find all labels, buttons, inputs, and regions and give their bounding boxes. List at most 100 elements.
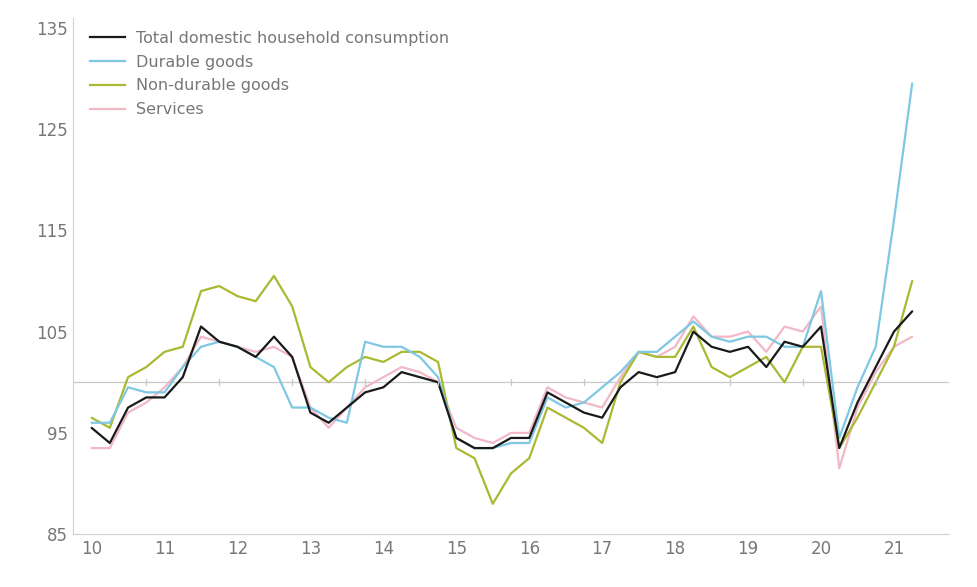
Total domestic household consumption [232, 343, 243, 350]
Services [760, 348, 772, 355]
Services [887, 343, 899, 350]
Non-durable goods [341, 363, 353, 370]
Durable goods [177, 363, 189, 370]
Non-durable goods [432, 359, 444, 366]
Non-durable goods [869, 379, 880, 386]
Services [668, 343, 680, 350]
Services [286, 353, 298, 360]
Durable goods [541, 394, 553, 401]
Non-durable goods [304, 363, 316, 370]
Total domestic household consumption [742, 343, 753, 350]
Line: Non-durable goods: Non-durable goods [92, 276, 912, 504]
Durable goods [304, 404, 316, 411]
Non-durable goods [268, 272, 279, 279]
Services [322, 424, 334, 431]
Services [778, 323, 789, 330]
Services [541, 384, 553, 391]
Services [632, 348, 644, 355]
Total domestic household consumption [596, 414, 608, 421]
Services [559, 394, 571, 401]
Total domestic household consumption [814, 323, 826, 330]
Total domestic household consumption [104, 440, 115, 447]
Services [396, 363, 407, 370]
Services [832, 465, 844, 472]
Total domestic household consumption [450, 434, 462, 441]
Total domestic household consumption [396, 369, 407, 376]
Services [232, 343, 243, 350]
Line: Total domestic household consumption: Total domestic household consumption [92, 311, 912, 448]
Non-durable goods [760, 353, 772, 360]
Services [814, 303, 826, 310]
Non-durable goods [705, 363, 717, 370]
Durable goods [742, 333, 753, 340]
Services [651, 353, 662, 360]
Total domestic household consumption [778, 338, 789, 345]
Durable goods [778, 343, 789, 350]
Services [851, 404, 863, 411]
Durable goods [559, 404, 571, 411]
Total domestic household consumption [723, 348, 735, 355]
Services [450, 424, 462, 431]
Total domestic household consumption [614, 384, 625, 391]
Total domestic household consumption [177, 374, 189, 381]
Total domestic household consumption [195, 323, 207, 330]
Non-durable goods [632, 348, 644, 355]
Durable goods [504, 440, 516, 447]
Total domestic household consumption [887, 328, 899, 335]
Non-durable goods [814, 343, 826, 350]
Durable goods [832, 434, 844, 441]
Services [341, 404, 353, 411]
Services [906, 333, 917, 340]
Total domestic household consumption [651, 374, 662, 381]
Durable goods [450, 434, 462, 441]
Non-durable goods [249, 298, 261, 305]
Services [869, 369, 880, 376]
Durable goods [632, 348, 644, 355]
Total domestic household consumption [869, 363, 880, 370]
Services [504, 429, 516, 436]
Services [304, 404, 316, 411]
Services [596, 404, 608, 411]
Durable goods [341, 419, 353, 426]
Durable goods [668, 333, 680, 340]
Total domestic household consumption [377, 384, 389, 391]
Non-durable goods [723, 374, 735, 381]
Total domestic household consumption [523, 434, 534, 441]
Services [687, 313, 699, 320]
Services [104, 444, 115, 451]
Non-durable goods [651, 353, 662, 360]
Durable goods [577, 399, 589, 406]
Non-durable goods [504, 470, 516, 477]
Non-durable goods [887, 343, 899, 350]
Non-durable goods [487, 500, 498, 507]
Non-durable goods [541, 404, 553, 411]
Durable goods [596, 384, 608, 391]
Services [577, 399, 589, 406]
Durable goods [869, 343, 880, 350]
Non-durable goods [796, 343, 808, 350]
Durable goods [796, 343, 808, 350]
Durable goods [760, 333, 772, 340]
Services [796, 328, 808, 335]
Services [468, 434, 480, 441]
Total domestic household consumption [577, 409, 589, 416]
Line: Services: Services [92, 306, 912, 468]
Non-durable goods [687, 323, 699, 330]
Non-durable goods [396, 348, 407, 355]
Total domestic household consumption [158, 394, 170, 401]
Total domestic household consumption [286, 353, 298, 360]
Total domestic household consumption [468, 444, 480, 451]
Non-durable goods [177, 343, 189, 350]
Services [249, 348, 261, 355]
Total domestic household consumption [760, 363, 772, 370]
Total domestic household consumption [796, 343, 808, 350]
Durable goods [687, 318, 699, 325]
Total domestic household consumption [122, 404, 134, 411]
Total domestic household consumption [504, 434, 516, 441]
Durable goods [232, 343, 243, 350]
Non-durable goods [832, 444, 844, 451]
Non-durable goods [377, 359, 389, 366]
Total domestic household consumption [687, 328, 699, 335]
Services [487, 440, 498, 447]
Durable goods [413, 353, 425, 360]
